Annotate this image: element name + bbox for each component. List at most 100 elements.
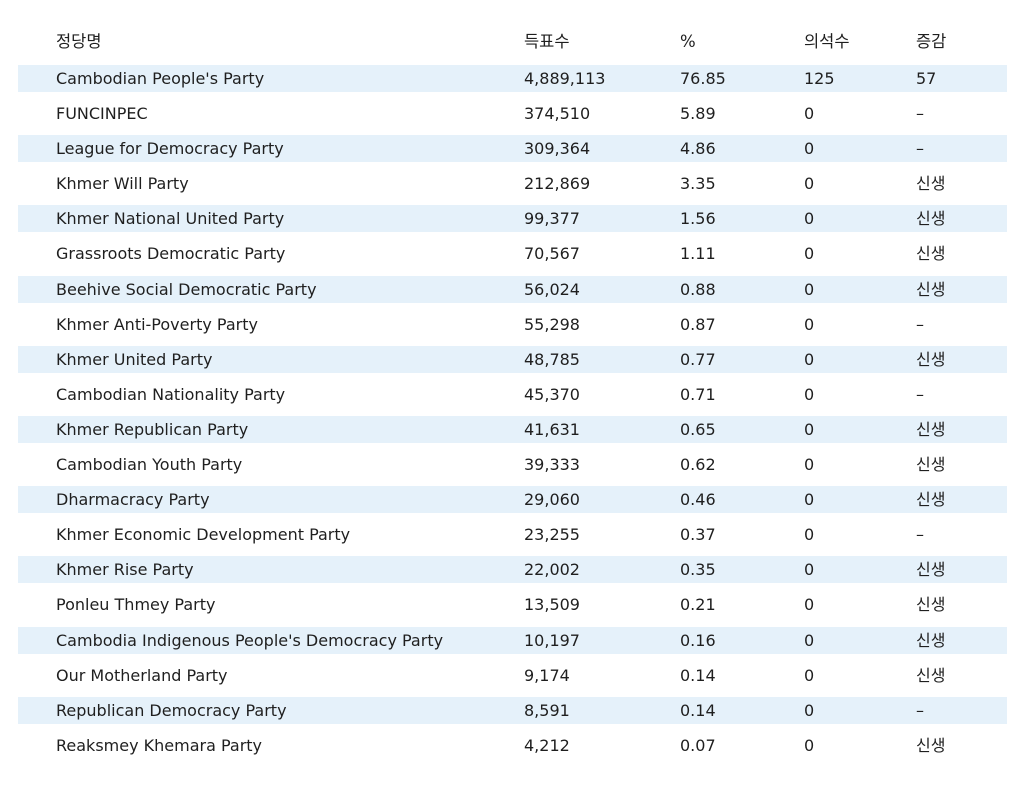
votes-cell: 10,197 — [524, 630, 580, 650]
votes-cell: 212,869 — [524, 174, 591, 194]
party-name-cell: Ponleu Thmey Party — [56, 595, 216, 615]
table-row: Khmer Republican Party 41,631 0.65 0 신생 — [18, 412, 1007, 447]
header-party: 정당명 — [56, 32, 102, 51]
percent-cell: 1.56 — [680, 209, 716, 229]
percent-cell: 0.37 — [680, 525, 716, 545]
party-name-cell: Cambodian Nationality Party — [56, 384, 286, 404]
seats-cell: 0 — [804, 314, 815, 334]
votes-cell: 99,377 — [524, 209, 580, 229]
change-cell: 신생 — [916, 595, 946, 615]
seats-cell: 0 — [804, 525, 815, 545]
party-name-cell: Dharmacracy Party — [56, 490, 210, 510]
change-cell: 신생 — [916, 665, 946, 685]
header-percent: % — [680, 32, 696, 51]
change-cell: – — [916, 314, 924, 334]
party-name-cell: Khmer Rise Party — [56, 560, 194, 580]
percent-cell: 76.85 — [680, 69, 726, 88]
change-cell: 신생 — [916, 419, 946, 439]
table-row: Beehive Social Democratic Party 56,024 0.8… — [18, 272, 1007, 307]
party-name-cell: Republican Democracy Party — [56, 700, 287, 720]
change-cell: 신생 — [916, 279, 946, 299]
seats-cell: 0 — [804, 665, 815, 685]
change-cell: – — [916, 700, 924, 720]
party-name-cell: Reaksmey Khemara Party — [56, 735, 263, 755]
table-row: Cambodian People's Party 4,889,113 76.85 12… — [18, 61, 1007, 96]
change-cell: – — [916, 384, 924, 404]
percent-cell: 0.14 — [680, 700, 716, 720]
votes-cell: 56,024 — [524, 279, 580, 299]
table-row: Republican Democracy Party 8,591 0.14 0 – — [18, 693, 1007, 728]
percent-cell: 0.88 — [680, 279, 716, 299]
table-row: Khmer National United Party 99,377 1.56 0 신생 — [18, 201, 1007, 236]
votes-cell: 70,567 — [524, 244, 580, 264]
seats-cell: 0 — [804, 244, 815, 264]
votes-cell: 4,889,113 — [524, 69, 606, 88]
votes-cell: 374,510 — [524, 104, 591, 124]
table-row: Reaksmey Khemara Party 4,212 0.07 0 신생 — [18, 728, 1007, 763]
table-row: Cambodian Youth Party 39,333 0.62 0 신생 — [18, 447, 1007, 482]
party-name-cell: Grassroots Democratic Party — [56, 244, 286, 264]
table-row: Grassroots Democratic Party 70,567 1.11 0 신생 — [18, 236, 1007, 271]
party-name-cell: Khmer United Party — [56, 349, 213, 369]
table-row: League for Democracy Party 309,364 4.86 0 – — [18, 131, 1007, 166]
percent-cell: 0.21 — [680, 595, 716, 615]
percent-cell: 0.87 — [680, 314, 716, 334]
seats-cell: 0 — [804, 560, 815, 580]
party-name-cell: Khmer National United Party — [56, 209, 285, 229]
percent-cell: 0.46 — [680, 490, 716, 510]
change-cell: 신생 — [916, 455, 946, 475]
percent-cell: 0.62 — [680, 455, 716, 475]
table-row: Dharmacracy Party 29,060 0.46 0 신생 — [18, 482, 1007, 517]
party-name-cell: FUNCINPEC — [56, 104, 148, 124]
change-cell: 신생 — [916, 244, 946, 264]
votes-cell: 55,298 — [524, 314, 580, 334]
table-body: Cambodian People's Party 4,889,113 76.85 12… — [18, 61, 1007, 763]
votes-cell: 309,364 — [524, 139, 591, 159]
header-change: 증감 — [916, 32, 947, 51]
party-name-cell: Cambodia Indigenous People's Democracy P… — [56, 630, 444, 650]
percent-cell: 0.07 — [680, 735, 716, 755]
header-seats: 의석수 — [804, 32, 850, 51]
change-cell: – — [916, 139, 924, 159]
seats-cell: 0 — [804, 104, 815, 124]
change-cell: – — [916, 104, 924, 124]
change-cell: – — [916, 525, 924, 545]
votes-cell: 9,174 — [524, 665, 570, 685]
votes-cell: 39,333 — [524, 455, 580, 475]
change-cell: 신생 — [916, 174, 946, 194]
change-cell: 57 — [916, 69, 937, 88]
votes-cell: 48,785 — [524, 349, 580, 369]
votes-cell: 22,002 — [524, 560, 580, 580]
percent-cell: 5.89 — [680, 104, 716, 124]
header-votes: 득표수 — [524, 32, 570, 51]
table-row: Khmer Economic Development Party 23,255 0.… — [18, 517, 1007, 552]
percent-cell: 0.71 — [680, 384, 716, 404]
percent-cell: 3.35 — [680, 174, 716, 194]
party-name-cell: Our Motherland Party — [56, 665, 228, 685]
change-cell: 신생 — [916, 349, 946, 369]
change-cell: 신생 — [916, 209, 946, 229]
seats-cell: 0 — [804, 700, 815, 720]
seats-cell: 0 — [804, 595, 815, 615]
percent-cell: 0.65 — [680, 419, 716, 439]
table-row: Ponleu Thmey Party 13,509 0.21 0 신생 — [18, 587, 1007, 622]
party-name-cell: Khmer Economic Development Party — [56, 525, 351, 545]
percent-cell: 1.11 — [680, 244, 716, 264]
table-header-row: 정당명 득표수 % 의석수 증감 — [18, 23, 1007, 61]
seats-cell: 0 — [804, 419, 815, 439]
change-cell: 신생 — [916, 560, 946, 580]
seats-cell: 0 — [804, 209, 815, 229]
table-row: FUNCINPEC 374,510 5.89 0 – — [18, 96, 1007, 131]
seats-cell: 0 — [804, 279, 815, 299]
change-cell: 신생 — [916, 490, 946, 510]
percent-cell: 4.86 — [680, 139, 716, 159]
votes-cell: 13,509 — [524, 595, 580, 615]
votes-cell: 8,591 — [524, 700, 570, 720]
seats-cell: 0 — [804, 630, 815, 650]
change-cell: 신생 — [916, 630, 946, 650]
party-name-cell: Cambodian Youth Party — [56, 455, 243, 475]
votes-cell: 45,370 — [524, 384, 580, 404]
seats-cell: 0 — [804, 455, 815, 475]
table-row: Our Motherland Party 9,174 0.14 0 신생 — [18, 658, 1007, 693]
table-row: Khmer Will Party 212,869 3.35 0 신생 — [18, 166, 1007, 201]
